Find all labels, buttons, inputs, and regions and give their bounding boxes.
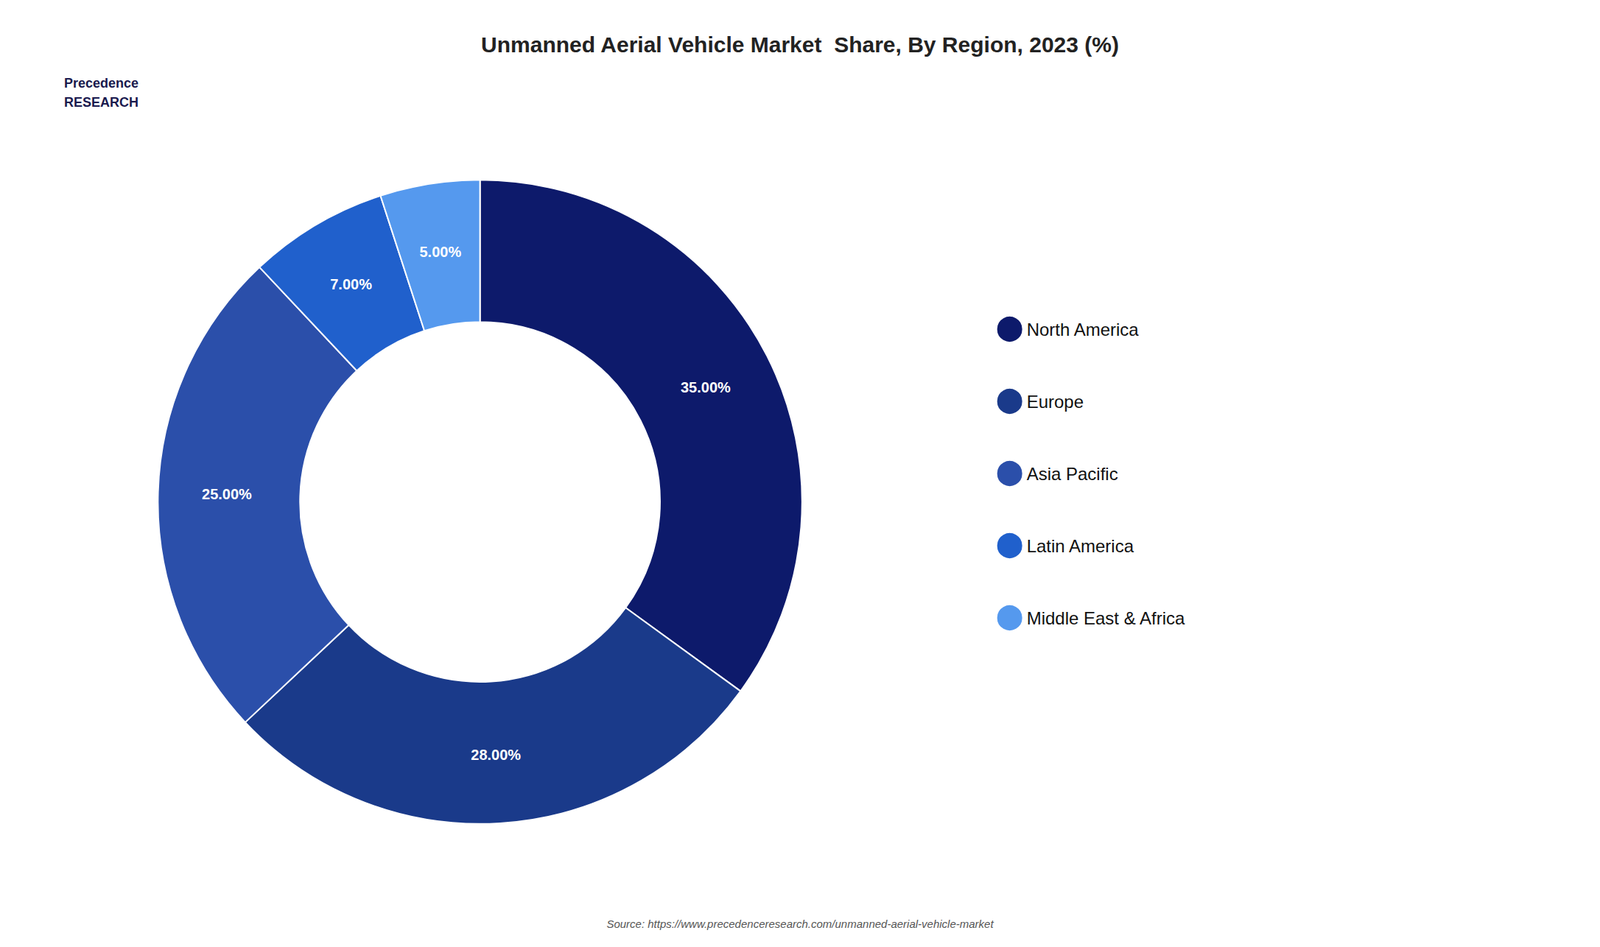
svg-text:North America: North America — [1026, 319, 1140, 340]
svg-text:Unmanned Aerial Vehicle Market: Unmanned Aerial Vehicle Market Share, By… — [481, 32, 1119, 57]
svg-text:7.00%: 7.00% — [330, 276, 373, 293]
svg-text:25.00%: 25.00% — [201, 486, 252, 503]
svg-text:Asia Pacific: Asia Pacific — [1026, 464, 1119, 484]
svg-text:Latin America: Latin America — [1026, 536, 1135, 557]
svg-text:Source: https://www.precedence: Source: https://www.precedenceresearch.c… — [606, 917, 994, 931]
svg-text:Europe: Europe — [1026, 391, 1084, 412]
svg-text:28.00%: 28.00% — [470, 746, 521, 764]
svg-text:35.00%: 35.00% — [680, 379, 731, 396]
svg-text:5.00%: 5.00% — [419, 243, 462, 261]
svg-text:Middle East & Africa: Middle East & Africa — [1026, 608, 1186, 629]
svg-text:Precedence: Precedence — [64, 75, 139, 91]
svg-text:RESEARCH: RESEARCH — [64, 95, 139, 110]
